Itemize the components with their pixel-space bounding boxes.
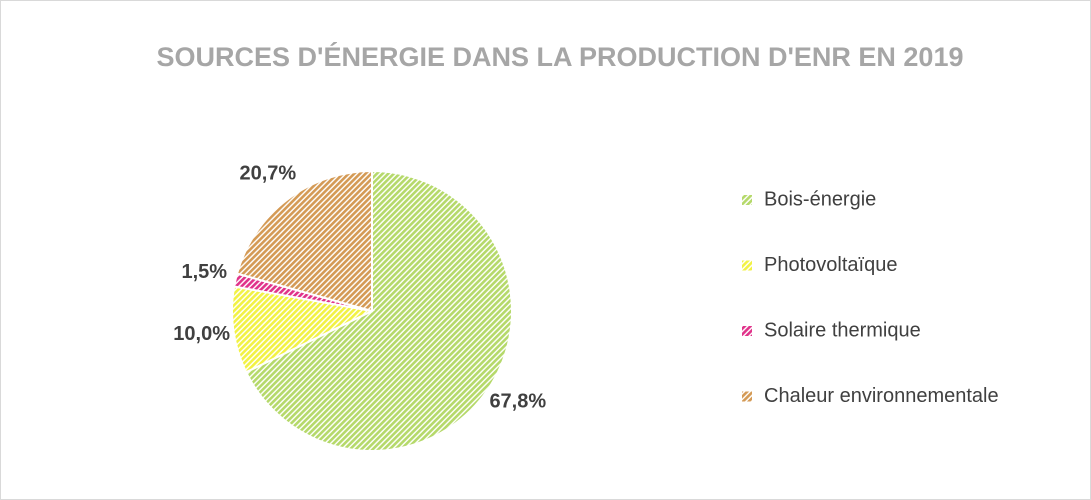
legend-marker	[742, 260, 752, 271]
data-label: 20,7%	[240, 162, 297, 184]
legend-marker	[742, 195, 752, 205]
legend-label: Solaire thermique	[764, 319, 921, 341]
legend-label: Chaleur environnementale	[764, 385, 999, 407]
legend-label: Bois-énergie	[764, 188, 876, 210]
data-label: 67,8%	[489, 391, 546, 413]
pie-slice	[244, 169, 513, 452]
pie-slice	[235, 169, 373, 313]
legend-label: Photovoltaïque	[764, 254, 897, 276]
data-label: 10,0%	[173, 323, 230, 345]
data-label: 1,5%	[181, 261, 227, 283]
chart-title: SOURCES D'ÉNERGIE DANS LA PRODUCTION D'E…	[156, 42, 964, 72]
pie-slice	[231, 285, 376, 374]
legend-marker	[742, 391, 752, 402]
legend-marker	[742, 326, 752, 336]
